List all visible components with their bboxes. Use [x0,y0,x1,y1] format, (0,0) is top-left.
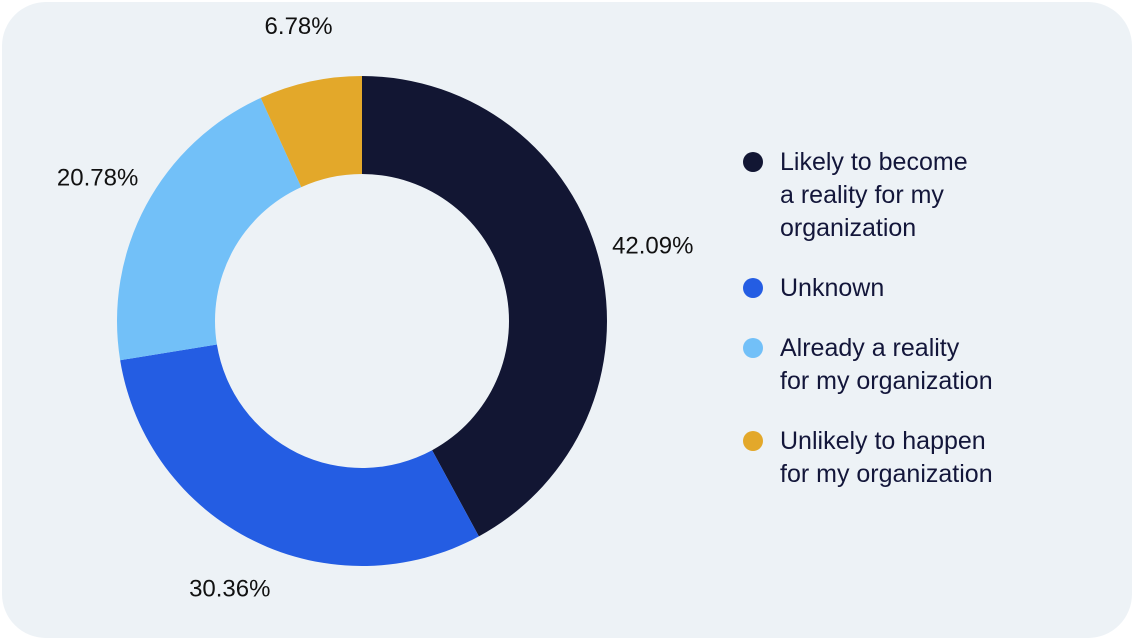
legend-swatch-likely [743,152,763,172]
donut-slice-unknown [120,344,479,566]
legend-item-already: Already a reality for my organization [743,332,1123,398]
legend-label-likely: Likely to become a reality for my organi… [780,148,968,242]
legend-item-unlikely: Unlikely to happen for my organization [743,425,1123,491]
chart-legend: Likely to become a reality for my organi… [743,146,1123,518]
legend-label-unknown: Unknown [780,274,885,302]
slice-value-label-unlikely: 6.78% [265,13,333,40]
legend-swatch-unknown [743,278,763,298]
donut-slice-unlikely [260,76,362,188]
slice-labels: 42.09% 30.36% 20.78% 6.78% [57,13,694,603]
slice-value-label-likely: 42.09% [612,233,693,260]
legend-item-likely: Likely to become a reality for my organi… [743,146,1123,245]
legend-label-already: Already a reality for my organization [780,334,993,395]
legend-item-unknown: Unknown [743,272,1123,305]
slice-value-label-unknown: 30.36% [189,576,270,603]
donut-slice-likely [362,76,607,537]
legend-label-unlikely: Unlikely to happen for my organization [780,427,993,488]
slice-value-label-already: 20.78% [57,165,138,192]
legend-swatch-already [743,338,763,358]
donut-slices [116,76,607,566]
donut-slice-already [116,97,302,361]
legend-swatch-unlikely [743,431,763,451]
